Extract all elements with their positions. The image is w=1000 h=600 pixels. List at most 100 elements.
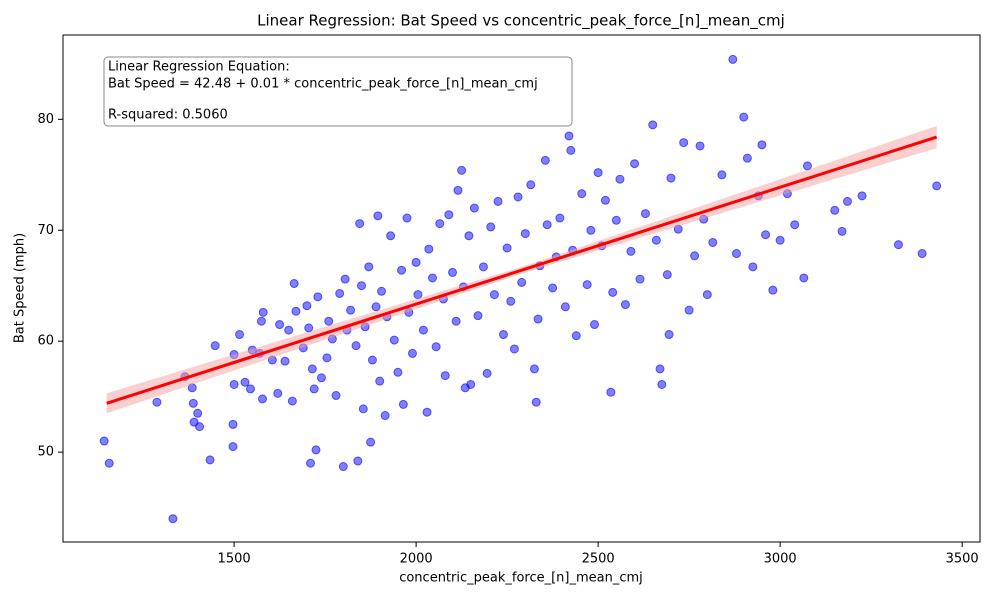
- data-point: [435, 219, 445, 229]
- x-tick-label: 3500: [946, 552, 979, 567]
- data-point: [440, 371, 450, 381]
- annotation-box: Linear Regression Equation: Bat Speed = …: [103, 56, 573, 127]
- data-point: [651, 235, 661, 245]
- plot-frame: [62, 34, 981, 543]
- data-point: [287, 396, 297, 406]
- data-point: [531, 397, 541, 407]
- data-point: [389, 335, 399, 345]
- data-point: [655, 364, 665, 374]
- data-point: [486, 222, 496, 232]
- data-point: [571, 331, 581, 341]
- data-point: [358, 404, 368, 414]
- data-point: [307, 364, 317, 374]
- data-point: [373, 211, 383, 221]
- data-point: [427, 273, 437, 283]
- data-point: [466, 379, 476, 389]
- data-point: [564, 131, 574, 141]
- data-point: [375, 376, 385, 386]
- x-axis-label: concentric_peak_force_[n]_mean_cmj: [399, 571, 643, 586]
- data-point: [757, 140, 767, 150]
- data-point: [377, 286, 387, 296]
- data-point: [355, 219, 365, 229]
- data-point: [932, 181, 942, 191]
- data-point: [331, 391, 341, 401]
- data-point: [731, 249, 741, 259]
- data-point: [478, 262, 488, 272]
- data-point: [367, 355, 377, 365]
- data-point: [351, 341, 361, 351]
- data-point: [357, 281, 367, 291]
- data-point: [586, 225, 596, 235]
- data-point: [99, 436, 109, 446]
- data-point: [533, 314, 543, 324]
- data-point: [457, 165, 467, 175]
- data-point: [353, 456, 363, 466]
- data-point: [228, 419, 238, 429]
- data-point: [837, 226, 847, 236]
- data-point: [402, 213, 412, 223]
- data-point: [422, 407, 432, 417]
- data-point: [679, 138, 689, 148]
- data-point: [690, 251, 700, 261]
- data-point: [529, 364, 539, 374]
- chart-title: Linear Regression: Bat Speed vs concentr…: [257, 12, 785, 31]
- data-point: [104, 458, 114, 468]
- data-point: [228, 442, 238, 452]
- data-point: [608, 287, 618, 297]
- data-point: [739, 112, 749, 122]
- plot-area: [99, 54, 942, 524]
- data-point: [313, 292, 323, 302]
- data-point: [256, 316, 266, 326]
- x-tick-label: 2000: [400, 552, 433, 567]
- data-point: [748, 262, 758, 272]
- data-point: [322, 353, 332, 363]
- data-point: [708, 237, 718, 247]
- annotation-line: R-squared: 0.5060: [108, 108, 228, 123]
- data-point: [498, 330, 508, 340]
- data-point: [210, 341, 220, 351]
- data-point: [761, 230, 771, 240]
- data-point: [340, 274, 350, 284]
- data-point: [684, 305, 694, 315]
- data-point: [424, 244, 434, 254]
- data-point: [728, 54, 738, 64]
- data-point: [790, 220, 800, 230]
- data-point: [366, 437, 376, 447]
- data-point: [229, 379, 239, 389]
- data-point: [393, 367, 403, 377]
- data-point: [802, 161, 812, 171]
- data-point: [188, 398, 198, 408]
- annotation-frame: [103, 56, 573, 127]
- data-point: [240, 377, 250, 387]
- data-point: [448, 267, 458, 277]
- data-point: [411, 257, 421, 267]
- y-tick-label: 50: [37, 445, 54, 460]
- data-point: [830, 205, 840, 215]
- data-point: [397, 265, 407, 275]
- data-point: [717, 170, 727, 180]
- data-point: [555, 213, 565, 223]
- data-point: [560, 302, 570, 312]
- data-point: [630, 159, 640, 169]
- data-point: [473, 311, 483, 321]
- data-point: [335, 288, 345, 298]
- data-point: [626, 246, 636, 256]
- data-point: [195, 422, 205, 432]
- data-point: [152, 397, 162, 407]
- data-point: [338, 462, 348, 472]
- data-point: [513, 192, 523, 202]
- data-point: [493, 196, 503, 206]
- data-point: [582, 280, 592, 290]
- data-point: [857, 191, 867, 201]
- regression-line: [106, 135, 938, 405]
- data-point: [657, 379, 667, 389]
- data-point: [799, 273, 809, 283]
- data-point: [469, 203, 479, 213]
- data-point: [291, 306, 301, 316]
- data-point: [413, 290, 423, 300]
- data-point: [380, 411, 390, 421]
- data-point: [302, 301, 312, 311]
- data-point: [600, 195, 610, 205]
- annotation-line: Bat Speed = 42.48 + 0.01 * concentric_pe…: [108, 77, 538, 92]
- data-point: [418, 325, 428, 335]
